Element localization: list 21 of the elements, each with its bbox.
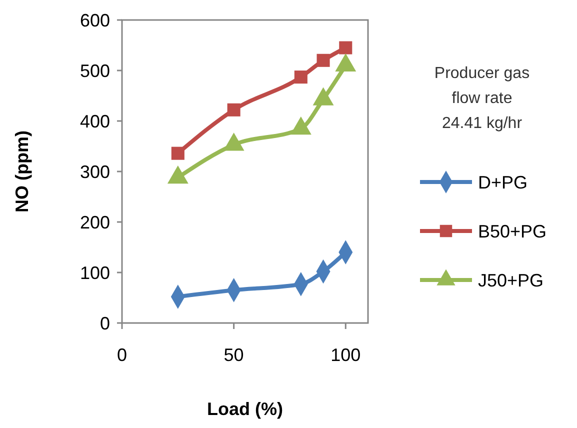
x-tick-label: 50	[224, 345, 244, 365]
point	[339, 41, 352, 54]
x-tick-label: 0	[116, 345, 128, 365]
legend-label: J50+PG	[478, 270, 544, 290]
y-tick-label: 500	[80, 60, 110, 81]
point	[171, 146, 184, 160]
y-tick-label: 400	[80, 111, 110, 132]
x-tick-label: 100	[330, 345, 361, 365]
y-tick-label: 0	[100, 313, 110, 334]
y-axis-title: NO (ppm)	[12, 130, 32, 212]
legend-label: B50+PG	[478, 221, 547, 242]
x-axis-title: Load (%)	[207, 399, 283, 419]
legend-title: Producer gas flow rate 24.41 kg/hr	[434, 65, 530, 132]
legend-label: D+PG	[478, 172, 528, 192]
point	[227, 103, 240, 116]
point	[294, 70, 308, 84]
y-tick-label: 300	[80, 162, 110, 182]
point	[316, 54, 330, 67]
y-tick-label: 600	[80, 10, 110, 30]
y-tick-label: 100	[80, 262, 110, 283]
y-tick-label: 200	[80, 212, 110, 232]
